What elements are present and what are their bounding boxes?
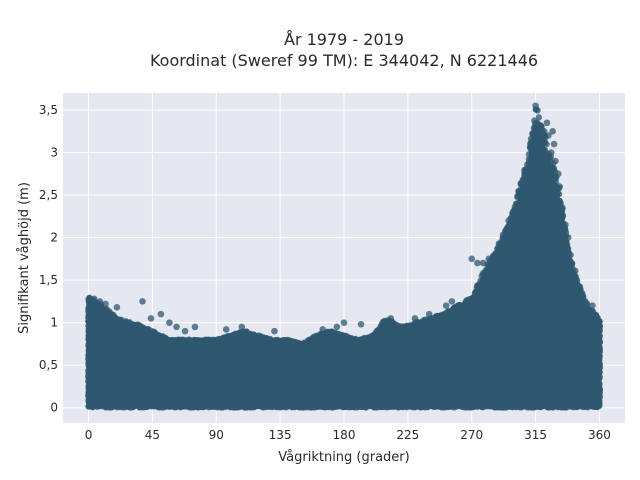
chart-title-line-1: År 1979 - 2019	[284, 30, 404, 49]
chart-title-line-2: Koordinat (Sweref 99 TM): E 344042, N 62…	[150, 51, 538, 70]
